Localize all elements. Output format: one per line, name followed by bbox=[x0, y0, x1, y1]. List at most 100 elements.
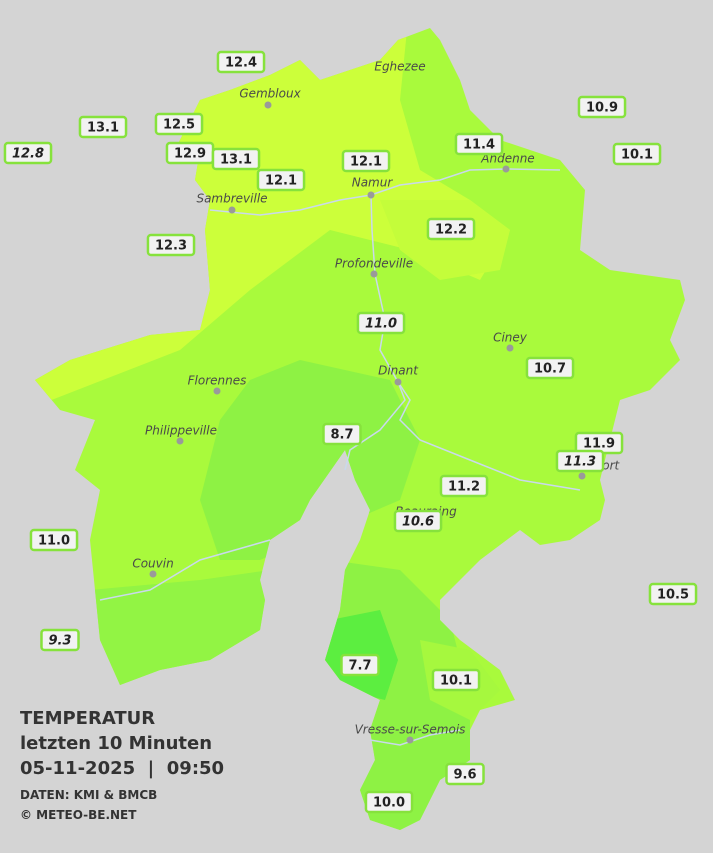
station: 13.1 bbox=[211, 147, 261, 171]
station-temp: 9.3 bbox=[48, 634, 71, 649]
station-temp: 10.9 bbox=[586, 101, 618, 116]
station-box bbox=[454, 132, 504, 156]
station-temp: 10.0 bbox=[373, 796, 405, 811]
station-box bbox=[356, 311, 406, 335]
station-temp: 10.1 bbox=[621, 148, 653, 163]
station-box bbox=[29, 528, 79, 552]
station: 11.3 bbox=[555, 449, 605, 473]
city-dot bbox=[213, 387, 221, 395]
station: 12.9 bbox=[165, 141, 215, 165]
station-box bbox=[211, 147, 261, 171]
city-dot bbox=[367, 191, 375, 199]
station-temp: 12.9 bbox=[174, 147, 206, 162]
city-label: Couvin bbox=[132, 557, 173, 571]
station: 12.1 bbox=[341, 149, 391, 173]
station: 11.2 bbox=[439, 474, 489, 498]
station-temp: 12.3 bbox=[155, 239, 187, 254]
station: 12.5 bbox=[154, 112, 204, 136]
city-label: Namur bbox=[352, 176, 394, 190]
city-dot bbox=[394, 378, 402, 386]
station-box bbox=[341, 149, 391, 173]
station-temp: 12.1 bbox=[350, 155, 382, 170]
city-label: Florennes bbox=[188, 374, 247, 388]
station: 7.7 bbox=[340, 653, 380, 677]
legend-timestamp: 05-11-2025 | 09:50 bbox=[20, 758, 224, 779]
station-temp: 11.4 bbox=[463, 138, 495, 153]
station: 8.7 bbox=[322, 422, 362, 446]
station-temp: 12.8 bbox=[12, 147, 44, 162]
city-dot bbox=[264, 101, 272, 109]
city-dot bbox=[506, 344, 514, 352]
city-dot bbox=[406, 736, 414, 744]
station-box bbox=[154, 112, 204, 136]
city-label: Eghezee bbox=[374, 60, 425, 74]
station-box bbox=[426, 217, 476, 241]
station-temp: 10.5 bbox=[657, 588, 689, 603]
station-box bbox=[431, 668, 481, 692]
station-temp: 11.0 bbox=[365, 317, 397, 332]
stations: 12.4 13.1 12.5 12.8 12.9 13.1 12.1 12.1 11.4 10.9… bbox=[3, 50, 698, 814]
station: 12.1 bbox=[256, 168, 306, 192]
station-temp: 11.0 bbox=[38, 534, 70, 549]
station: 11.4 bbox=[454, 132, 504, 156]
station: 10.1 bbox=[431, 668, 481, 692]
station-box bbox=[340, 653, 380, 677]
station: 12.2 bbox=[426, 217, 476, 241]
station: 13.1 bbox=[78, 115, 128, 139]
station-temp: 11.3 bbox=[564, 455, 596, 470]
city-dot bbox=[370, 270, 378, 278]
cities: EghezeeGemblouxAndenneNamurSambrevillePr… bbox=[132, 60, 621, 744]
station-temp: 8.7 bbox=[330, 428, 353, 443]
station-box bbox=[612, 142, 662, 166]
station: 11.0 bbox=[29, 528, 79, 552]
city-label: Philippeville bbox=[145, 424, 217, 438]
station: 12.8 bbox=[3, 141, 53, 165]
city-label: Gembloux bbox=[239, 87, 301, 101]
station: 10.6 bbox=[393, 509, 443, 533]
station-temp: 9.6 bbox=[453, 768, 476, 783]
legend-source: DATEN: KMI & BMCB bbox=[20, 788, 157, 802]
station: 12.4 bbox=[216, 50, 266, 74]
legend-subtitle: letzten 10 Minuten bbox=[20, 733, 212, 754]
station-temp: 11.2 bbox=[448, 480, 480, 495]
station-box bbox=[555, 449, 605, 473]
station-temp: 10.7 bbox=[534, 362, 566, 377]
city-dot bbox=[502, 165, 510, 173]
station: 10.1 bbox=[612, 142, 662, 166]
station-temp: 12.1 bbox=[265, 174, 297, 189]
station-box bbox=[78, 115, 128, 139]
station: 10.9 bbox=[577, 95, 627, 119]
station-temp: 12.5 bbox=[163, 118, 195, 133]
legend-title: TEMPERATUR bbox=[20, 708, 155, 729]
station-box bbox=[525, 356, 575, 380]
city-dot bbox=[578, 472, 586, 480]
rivers bbox=[99, 168, 581, 746]
station-temp: 13.1 bbox=[87, 121, 119, 136]
station-temp: 10.1 bbox=[440, 674, 472, 689]
station-box bbox=[445, 762, 485, 786]
city-label: Vresse-sur-Semois bbox=[355, 723, 466, 737]
legend-copyright: © METEO-BE.NET bbox=[20, 808, 137, 822]
city-label: Dinant bbox=[378, 364, 419, 378]
station: 10.7 bbox=[525, 356, 575, 380]
station-box bbox=[393, 509, 443, 533]
city-dot bbox=[228, 206, 236, 214]
station: 9.3 bbox=[40, 628, 80, 652]
station-box bbox=[439, 474, 489, 498]
station-box bbox=[577, 95, 627, 119]
station-box bbox=[40, 628, 80, 652]
city-dot bbox=[176, 437, 184, 445]
station-temp: 12.4 bbox=[225, 56, 257, 71]
station: 11.0 bbox=[356, 311, 406, 335]
station: 9.6 bbox=[445, 762, 485, 786]
city-label: Ciney bbox=[493, 331, 528, 345]
city-label: Sambreville bbox=[196, 192, 267, 206]
station: 11.9 bbox=[574, 431, 624, 455]
station-temp: 12.2 bbox=[435, 223, 467, 238]
station-box bbox=[322, 422, 362, 446]
station-temp: 11.9 bbox=[583, 437, 615, 452]
station-box bbox=[648, 582, 698, 606]
city-label: Profondeville bbox=[335, 257, 413, 271]
station-temp: 7.7 bbox=[348, 659, 371, 674]
